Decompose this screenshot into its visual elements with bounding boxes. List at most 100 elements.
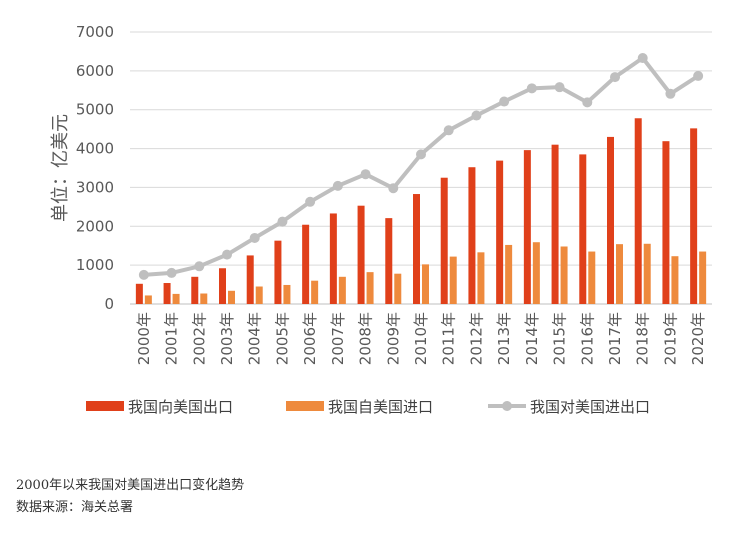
bar-import bbox=[532, 242, 540, 304]
bar-import bbox=[255, 286, 263, 304]
bar-import bbox=[699, 251, 707, 304]
line-series bbox=[138, 53, 704, 280]
line-point bbox=[249, 232, 260, 243]
y-tick-label: 4000 bbox=[76, 140, 114, 158]
bar-export bbox=[329, 213, 337, 304]
bar-import bbox=[172, 293, 180, 304]
bar-export bbox=[607, 136, 614, 304]
line-point bbox=[305, 196, 316, 207]
bar-import bbox=[449, 256, 457, 304]
legend-swatch bbox=[86, 401, 124, 411]
bar-export bbox=[523, 150, 531, 304]
x-tick-label: 2018年 bbox=[634, 312, 652, 365]
y-tick-label: 7000 bbox=[76, 23, 114, 41]
bar-export bbox=[302, 224, 310, 304]
chart-caption-source: 数据来源：海关总署 bbox=[16, 500, 134, 515]
bar-export bbox=[385, 218, 393, 304]
line-point bbox=[610, 72, 620, 83]
gridlines bbox=[130, 31, 712, 305]
line-point bbox=[277, 216, 288, 227]
bar-export bbox=[413, 194, 420, 304]
x-tick-label: 2005年 bbox=[273, 312, 291, 365]
bar-export bbox=[440, 177, 448, 304]
line-point bbox=[360, 169, 371, 180]
bar-export bbox=[135, 283, 143, 304]
line-point bbox=[554, 82, 565, 93]
line-point bbox=[526, 83, 537, 94]
x-tick-label: 2015年 bbox=[551, 312, 569, 365]
bar-export bbox=[468, 167, 476, 304]
y-axis-label: 单位：亿美元 bbox=[50, 114, 71, 222]
line-point bbox=[332, 180, 343, 191]
legend-marker bbox=[502, 401, 512, 411]
x-tick-label: 2004年 bbox=[246, 312, 264, 365]
x-tick-label: 2003年 bbox=[218, 312, 236, 365]
bar-import bbox=[228, 290, 235, 304]
line-point bbox=[194, 261, 205, 272]
x-tick-label: 2006年 bbox=[301, 312, 319, 365]
legend-label: 我国对美国进出口 bbox=[530, 398, 650, 416]
bar-import bbox=[671, 256, 679, 304]
line-point bbox=[222, 249, 232, 260]
bar-import bbox=[311, 280, 319, 304]
y-tick-label: 2000 bbox=[76, 217, 114, 235]
bar-import bbox=[144, 295, 152, 304]
line-point bbox=[499, 96, 510, 107]
x-tick-label: 2000年 bbox=[135, 312, 153, 365]
legend-label: 我国自美国进口 bbox=[328, 398, 433, 416]
line-point bbox=[443, 125, 454, 136]
bar-export bbox=[690, 128, 698, 304]
line-point bbox=[166, 267, 177, 278]
x-tick-label: 2007年 bbox=[329, 312, 347, 365]
line-point bbox=[388, 183, 399, 194]
x-tick-label: 2013年 bbox=[495, 312, 513, 365]
legend-swatch bbox=[286, 401, 324, 411]
line-point bbox=[138, 269, 149, 280]
line-point bbox=[665, 88, 676, 99]
y-axis: 0 1000 2000 3000 4000 5000 6000 7000 bbox=[76, 23, 114, 313]
bar-export bbox=[579, 154, 587, 304]
bar-import bbox=[560, 246, 568, 304]
bar-import bbox=[422, 264, 429, 304]
bar-import bbox=[477, 252, 485, 304]
bar-export bbox=[163, 283, 171, 304]
x-tick-label: 2017年 bbox=[606, 312, 624, 365]
line-point bbox=[416, 149, 426, 160]
y-tick-label: 6000 bbox=[76, 62, 114, 80]
bar-import bbox=[505, 244, 513, 304]
x-tick-label: 2019年 bbox=[661, 312, 679, 365]
bars bbox=[135, 118, 707, 305]
x-tick-label: 2020年 bbox=[689, 312, 707, 365]
line-point bbox=[693, 70, 704, 81]
bar-import bbox=[283, 284, 291, 304]
x-tick-label: 2014年 bbox=[523, 312, 541, 365]
x-tick-label: 2016年 bbox=[578, 312, 596, 365]
legend: 我国向美国出口 我国自美国进口 我国对美国进出口 bbox=[86, 398, 650, 416]
x-tick-label: 2001年 bbox=[163, 312, 181, 365]
line-total bbox=[143, 56, 700, 277]
bar-export bbox=[662, 141, 670, 304]
bar-import bbox=[394, 273, 402, 304]
bar-import bbox=[616, 244, 623, 304]
x-axis: 2000年 2001年 2002年 2003年 2004年 2005年 2006年 2007年… bbox=[135, 312, 707, 365]
x-tick-label: 2009年 bbox=[384, 312, 402, 365]
bar-export bbox=[496, 160, 504, 304]
bar-export bbox=[246, 255, 254, 304]
bar-export bbox=[357, 205, 365, 304]
legend-label: 我国向美国出口 bbox=[128, 398, 233, 416]
bar-import bbox=[200, 293, 208, 304]
bar-import bbox=[338, 276, 346, 304]
y-tick-label: 3000 bbox=[76, 178, 114, 196]
x-tick-label: 2012年 bbox=[467, 312, 485, 365]
y-tick-label: 1000 bbox=[76, 256, 114, 274]
x-tick-label: 2010年 bbox=[412, 312, 430, 365]
bar-import bbox=[588, 251, 596, 304]
chart-caption-title: 2000年以来我国对美国进出口变化趋势 bbox=[16, 478, 245, 493]
bar-import bbox=[643, 243, 651, 304]
line-point bbox=[582, 97, 593, 108]
x-tick-label: 2002年 bbox=[190, 312, 208, 365]
bar-export bbox=[551, 144, 559, 304]
y-tick-label: 5000 bbox=[76, 101, 114, 119]
line-point bbox=[471, 110, 482, 121]
